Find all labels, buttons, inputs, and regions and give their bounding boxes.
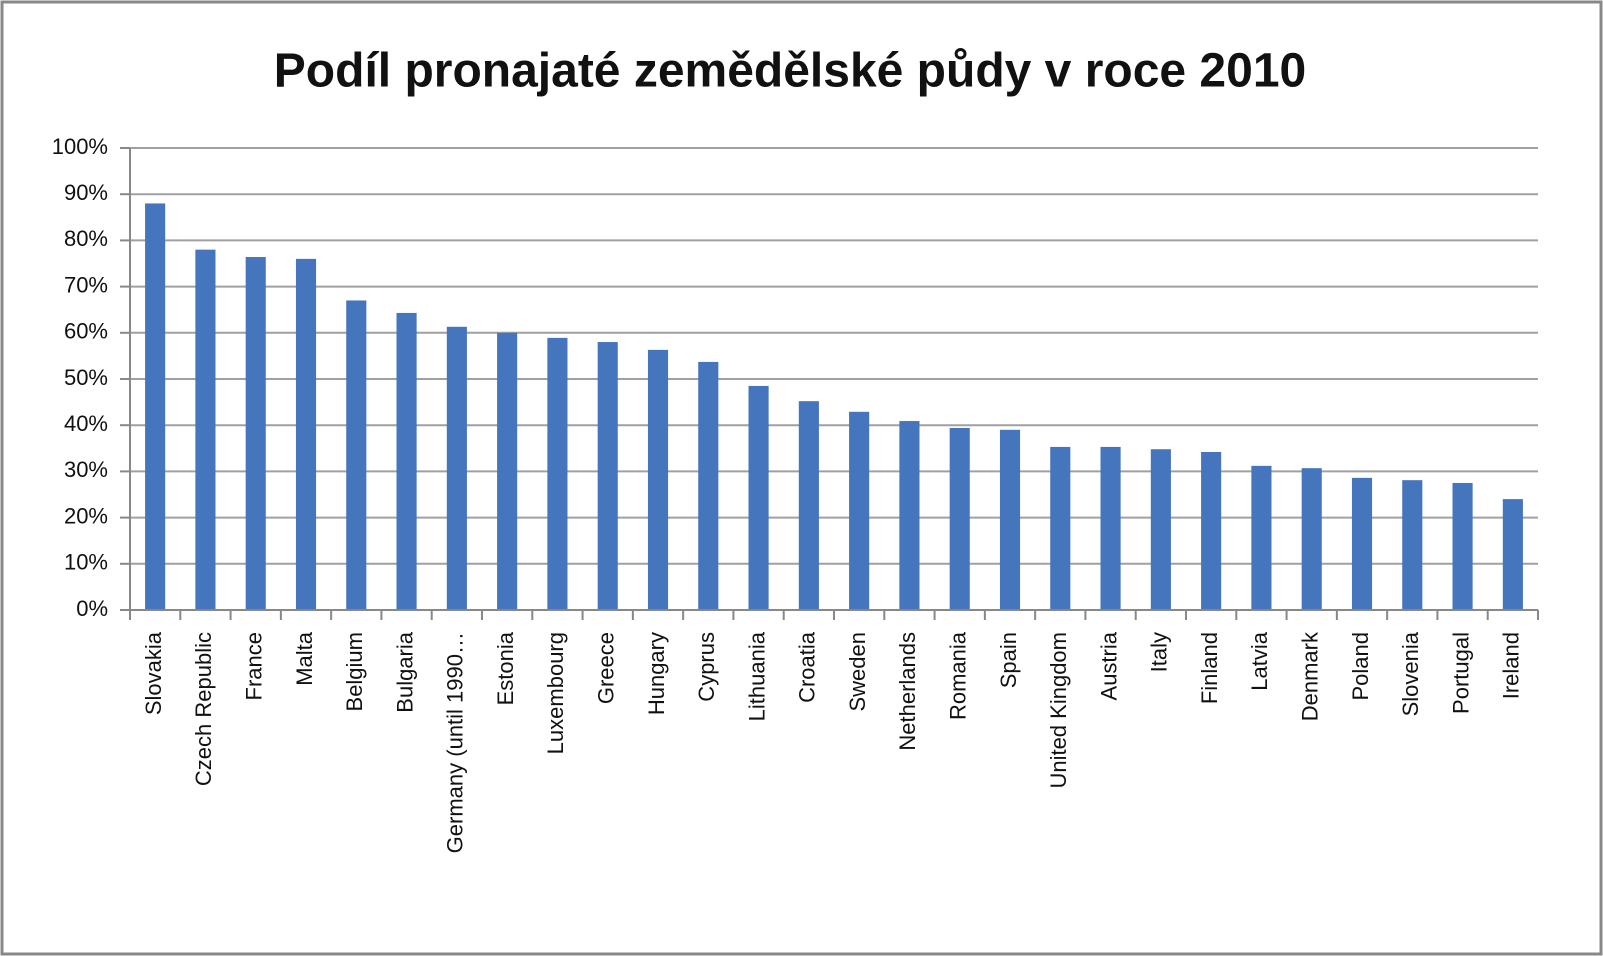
bar (245, 257, 266, 610)
x-tick-label: Malta (292, 631, 317, 686)
bar (698, 361, 719, 610)
bar (346, 300, 367, 610)
y-tick-label: 100% (52, 134, 108, 159)
bar (295, 258, 317, 610)
x-tick-label: Italy (1147, 632, 1172, 672)
x-tick-label: Luxembourg (543, 632, 568, 754)
bar (446, 326, 467, 610)
x-tick-label: Slovakia (141, 631, 166, 715)
bar (1251, 465, 1272, 610)
y-tick-label: 90% (64, 180, 108, 205)
y-tick-label: 60% (64, 319, 108, 344)
x-tick-label: Ireland (1499, 632, 1524, 699)
bar (1150, 449, 1171, 610)
y-tick-label: 50% (64, 365, 108, 390)
bar (1100, 446, 1121, 610)
x-tick-label: Slovenia (1398, 631, 1423, 716)
x-tick-label: Lithuania (744, 631, 769, 721)
x-tick-label: Bulgaria (392, 631, 417, 712)
x-tick-label: Hungary (644, 632, 669, 715)
bar (1402, 480, 1423, 610)
x-tick-label: Latvia (1247, 631, 1272, 690)
bar (748, 385, 769, 610)
bar (999, 429, 1021, 610)
x-tick-label: Belgium (342, 632, 367, 711)
x-tick-label: Sweden (845, 632, 870, 712)
x-tick-label: Austria (1096, 631, 1121, 700)
y-tick-label: 70% (64, 272, 108, 297)
x-tick-label: Denmark (1298, 631, 1323, 721)
y-tick-label: 40% (64, 411, 108, 436)
y-tick-label: 20% (64, 503, 108, 528)
bar (597, 342, 618, 610)
bar (1050, 446, 1071, 610)
bar (899, 421, 920, 610)
x-tick-label: Portugal (1448, 632, 1473, 714)
x-tick-label: Greece (594, 632, 619, 704)
x-tick-label: Estonia (493, 631, 518, 705)
bar (1452, 482, 1473, 610)
chart-title: Podíl pronajaté zemědělské půdy v roce 2… (274, 45, 1306, 98)
y-tick-label: 0% (76, 596, 108, 621)
bar (849, 411, 870, 610)
x-tick-label: Croatia (795, 631, 820, 703)
y-tick-label: 30% (64, 457, 108, 482)
bar (195, 249, 216, 610)
x-tick-label: Germany (until 1990… (443, 632, 468, 853)
bar (497, 332, 518, 610)
x-tick-label: France (242, 632, 267, 700)
bar (1351, 477, 1373, 610)
bar (1502, 499, 1523, 610)
x-tick-label: Spain (996, 632, 1021, 688)
bar (798, 401, 819, 610)
x-tick-label: Romania (946, 631, 971, 720)
bar (145, 203, 166, 610)
bar (1301, 468, 1322, 610)
x-tick-label: United Kingdom (1046, 632, 1071, 789)
bar (396, 312, 417, 610)
bar (949, 427, 970, 610)
x-tick-label: Finland (1197, 632, 1222, 704)
y-tick-label: 80% (64, 226, 108, 251)
y-tick-label: 10% (64, 550, 108, 575)
x-tick-label: Netherlands (895, 632, 920, 751)
bar (647, 349, 669, 610)
bar (1201, 451, 1222, 610)
x-tick-label: Poland (1348, 632, 1373, 701)
x-tick-label: Czech Republic (191, 632, 216, 786)
x-tick-label: Cyprus (694, 632, 719, 702)
bar (547, 337, 568, 610)
